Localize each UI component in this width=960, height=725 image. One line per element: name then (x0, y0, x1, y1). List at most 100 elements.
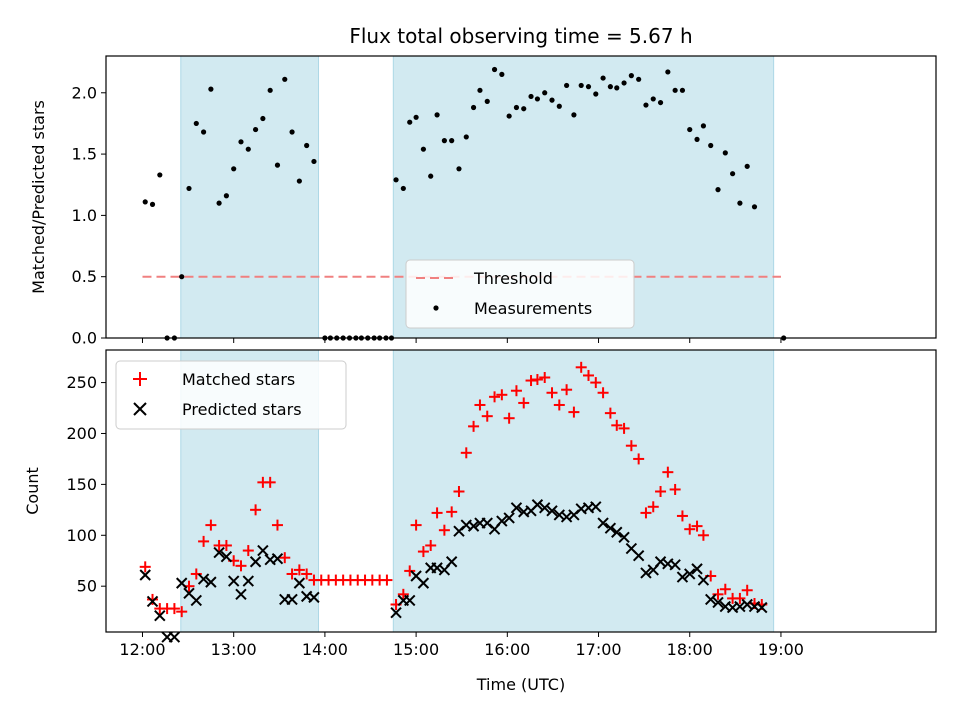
top-y-tick-label-1: 0.5 (72, 267, 97, 286)
matched-star-point-45 (468, 420, 480, 432)
measurement-point-7 (193, 120, 199, 127)
measurement-point-16 (260, 115, 266, 122)
measurement-point-10 (216, 200, 222, 206)
predicted-star-point-52 (590, 501, 602, 513)
measurement-point-13 (238, 139, 244, 145)
top-legend: Threshold Measurements (405, 259, 635, 329)
matched-star-point-40 (431, 507, 443, 519)
legend-measurements-swatch (433, 305, 439, 311)
measurement-point-38 (407, 119, 413, 125)
measurement-point-53 (513, 104, 520, 111)
matched-star-point-52 (518, 397, 530, 409)
measurement-point-21 (296, 178, 302, 184)
predicted-star-point-24 (390, 606, 402, 619)
measurement-point-20 (289, 129, 295, 135)
bottom-x-tick-label-1: 13:00 (211, 640, 257, 659)
matched-star-point-60 (575, 361, 587, 373)
bottom-data-marks (139, 361, 768, 643)
matched-star-point-53 (525, 375, 537, 387)
predicted-star-point-53 (597, 517, 609, 529)
predicted-star-point-65 (684, 568, 696, 580)
measurement-point-81 (715, 187, 721, 193)
legend-matched-label: Matched stars (182, 370, 295, 389)
legend-matched-swatch (133, 372, 147, 386)
matched-star-point-76 (691, 520, 703, 532)
bottom-x-tick-label-5: 17:00 (575, 640, 621, 659)
bottom-y-tick-label-1: 100 (66, 526, 97, 545)
predicted-star-point-68 (705, 593, 717, 606)
measurement-point-68 (621, 80, 627, 86)
top-x-ticks (141, 338, 782, 343)
matched-star-point-73 (669, 483, 681, 495)
measurement-point-52 (506, 113, 512, 119)
predicted-star-point-9 (205, 576, 217, 588)
measurement-point-60 (564, 82, 570, 89)
matched-star-point-77 (697, 529, 709, 541)
legend-predicted-swatch (133, 402, 147, 416)
matched-star-point-35 (397, 588, 409, 600)
measurement-point-86 (751, 204, 758, 210)
predicted-star-point-18 (271, 552, 284, 565)
measurement-point-58 (549, 97, 555, 103)
matched-star-point-5 (176, 606, 188, 618)
predicted-star-point-35 (467, 520, 480, 532)
predicted-star-point-45 (539, 502, 551, 514)
matched-star-point-43 (453, 486, 465, 498)
top-shaded-span-0 (180, 55, 320, 339)
measurement-point-39 (413, 114, 419, 120)
matched-star-point-42 (446, 506, 458, 518)
predicted-star-point-23 (308, 591, 320, 604)
measurement-point-54 (521, 106, 527, 112)
matched-star-point-20 (286, 568, 298, 580)
measurement-point-44 (449, 138, 455, 144)
predicted-star-point-75 (756, 601, 768, 614)
top-y-tick-label-0: 0.0 (72, 329, 97, 348)
measurement-point-85 (744, 163, 750, 169)
matched-star-point-58 (561, 384, 573, 396)
matched-star-point-47 (481, 410, 493, 422)
predicted-star-point-41 (510, 502, 523, 514)
legend-measurements-label: Measurements (474, 299, 592, 318)
predicted-star-point-26 (404, 594, 416, 607)
measurement-point-69 (628, 73, 634, 79)
measurement-point-8 (200, 129, 207, 135)
predicted-star-point-13 (235, 588, 247, 601)
bottom-y-ticks: 50 100 150 200 250 (66, 373, 106, 596)
predicted-star-point-8 (197, 573, 210, 585)
predicted-star-point-64 (676, 571, 689, 583)
predicted-star-point-32 (445, 556, 458, 568)
measurement-point-37 (400, 185, 406, 192)
measurement-point-47 (470, 104, 477, 111)
measurement-point-11 (223, 193, 229, 199)
matched-star-point-65 (611, 419, 623, 431)
measurement-point-15 (252, 126, 259, 133)
predicted-star-point-12 (227, 575, 240, 587)
predicted-star-point-15 (249, 556, 262, 568)
measurement-point-74 (665, 69, 671, 75)
matched-star-point-41 (438, 524, 450, 536)
measurement-point-14 (245, 146, 251, 152)
predicted-star-point-54 (604, 522, 617, 534)
predicted-star-point-67 (697, 574, 710, 586)
predicted-star-point-5 (175, 577, 188, 589)
bottom-x-tick-label-7: 19:00 (758, 640, 804, 659)
predicted-star-point-1 (146, 595, 159, 608)
measurement-point-12 (231, 166, 237, 172)
measurement-point-75 (672, 87, 678, 93)
measurement-point-17 (267, 87, 273, 93)
measurement-point-55 (528, 93, 534, 100)
bottom-y-axis-label: Count (23, 467, 42, 515)
measurement-point-48 (477, 87, 483, 93)
matched-star-point-51 (510, 385, 522, 397)
measurement-point-79 (700, 123, 707, 129)
predicted-star-point-69 (712, 596, 724, 609)
bottom-x-tick-label-2: 14:00 (302, 640, 348, 659)
x-axis-label: Time (UTC) (476, 675, 565, 694)
measurement-point-76 (679, 87, 686, 93)
measurement-point-6 (186, 185, 192, 192)
matched-star-point-67 (625, 440, 637, 452)
matched-star-point-4 (168, 603, 180, 615)
bottom-legend-box (115, 360, 347, 430)
matched-star-point-72 (662, 466, 674, 478)
matched-star-point-46 (474, 399, 486, 411)
